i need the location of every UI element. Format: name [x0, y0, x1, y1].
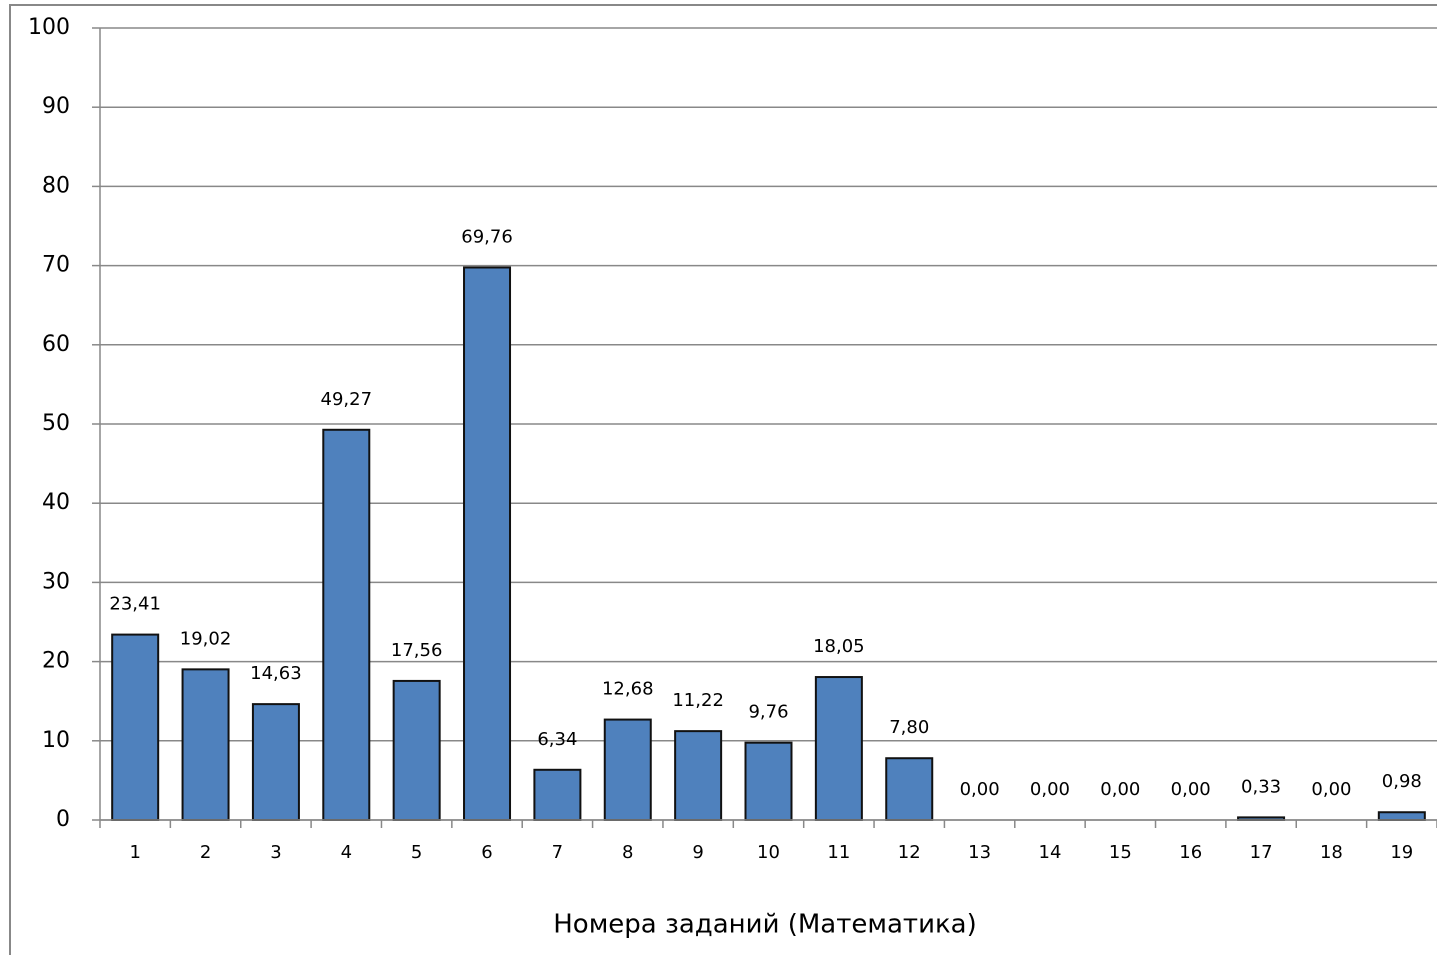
y-tick-label: 40 [42, 490, 70, 515]
x-tick-label: 13 [968, 842, 991, 863]
value-label: 0,00 [960, 779, 1000, 800]
value-label: 6,34 [537, 729, 577, 750]
bar [463, 266, 512, 821]
y-tick-label: 60 [42, 332, 70, 357]
y-tick-label: 10 [42, 728, 70, 753]
x-tick-label: 4 [341, 842, 352, 863]
x-tick-label: 9 [692, 842, 703, 863]
value-label: 49,27 [321, 389, 373, 410]
value-label: 0,00 [1171, 779, 1211, 800]
y-tick-label: 0 [56, 807, 70, 832]
bar [603, 718, 652, 821]
x-tick-label: 19 [1390, 842, 1413, 863]
x-tick-label: 6 [481, 842, 492, 863]
y-tick-label: 30 [42, 569, 70, 594]
x-tick-label: 7 [552, 842, 563, 863]
value-label: 0,98 [1382, 771, 1422, 792]
value-label: 18,05 [813, 636, 865, 657]
bar [251, 703, 300, 821]
value-label: 0,00 [1100, 779, 1140, 800]
value-label: 12,68 [602, 679, 654, 700]
value-label: 0,00 [1311, 779, 1351, 800]
x-tick-label: 18 [1320, 842, 1343, 863]
x-tick-label: 10 [757, 842, 780, 863]
x-axis-title: Номера заданий (Математика) [553, 910, 977, 940]
bar [1377, 811, 1426, 822]
y-tick-label: 70 [42, 253, 70, 278]
bar [392, 679, 441, 821]
x-tick-label: 17 [1250, 842, 1273, 863]
x-tick-label: 16 [1179, 842, 1202, 863]
x-tick-label: 5 [411, 842, 422, 863]
chart-frame [9, 4, 1437, 955]
bar [885, 757, 934, 821]
y-tick-label: 80 [42, 173, 70, 198]
y-tick-label: 90 [42, 94, 70, 119]
value-label: 11,22 [672, 690, 724, 711]
bar [674, 730, 723, 821]
value-label: 7,80 [889, 717, 929, 738]
bar [533, 768, 582, 821]
value-label: 9,76 [748, 702, 788, 723]
value-label: 19,02 [180, 628, 232, 649]
x-tick-label: 1 [129, 842, 140, 863]
value-label: 17,56 [391, 640, 443, 661]
x-tick-label: 12 [898, 842, 921, 863]
value-label: 23,41 [109, 594, 161, 615]
bar [111, 633, 160, 821]
y-tick-label: 50 [42, 411, 70, 436]
value-label: 14,63 [250, 663, 302, 684]
bar [322, 428, 371, 821]
y-tick-label: 20 [42, 649, 70, 674]
value-label: 69,76 [461, 227, 513, 248]
x-tick-label: 3 [270, 842, 281, 863]
x-tick-label: 14 [1039, 842, 1062, 863]
x-tick-label: 15 [1109, 842, 1132, 863]
x-tick-label: 8 [622, 842, 633, 863]
x-tick-label: 11 [827, 842, 850, 863]
y-tick-label: 100 [28, 15, 70, 40]
value-label: 0,33 [1241, 776, 1281, 797]
value-label: 0,00 [1030, 779, 1070, 800]
x-tick-label: 2 [200, 842, 211, 863]
bar [744, 741, 793, 822]
bar [814, 676, 863, 821]
bar [181, 668, 230, 821]
